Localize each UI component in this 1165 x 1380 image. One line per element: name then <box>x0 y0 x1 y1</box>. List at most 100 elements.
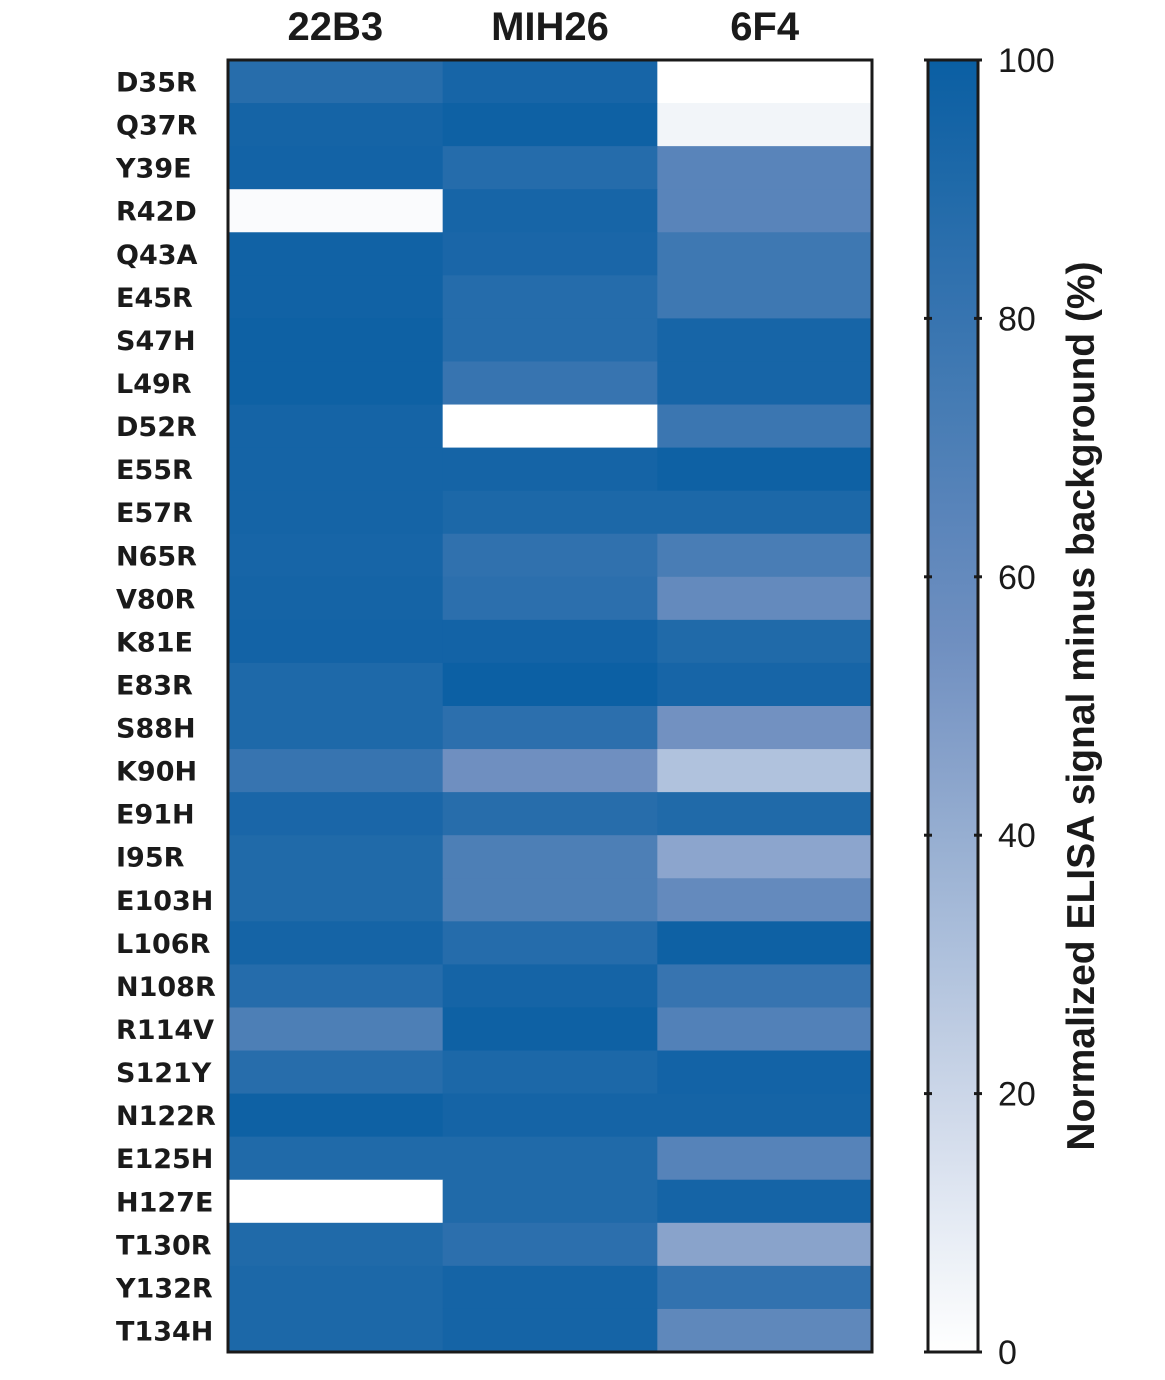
heatmap-cell <box>657 60 873 104</box>
row-label: S47H <box>116 326 196 357</box>
heatmap-cell <box>442 662 658 707</box>
heatmap-cell <box>442 1308 658 1353</box>
column-label: 22B3 <box>288 5 384 49</box>
row-label: D52R <box>116 412 197 443</box>
heatmap-cell <box>657 404 873 449</box>
heatmap-cell <box>442 749 658 793</box>
heatmap-cell <box>228 878 444 922</box>
row-label: E45R <box>116 283 193 314</box>
row-label: E125H <box>116 1144 213 1175</box>
row-label: N108R <box>116 972 216 1003</box>
row-label: Q43A <box>116 240 198 271</box>
heatmap-cell <box>657 835 873 879</box>
heatmap-cell <box>228 1222 444 1267</box>
heatmap-cell <box>657 1136 873 1181</box>
heatmap-cell <box>657 1007 873 1052</box>
heatmap-cell <box>442 318 658 362</box>
heatmap-cell <box>228 232 444 276</box>
heatmap-cell <box>657 146 873 190</box>
row-label: S121Y <box>116 1058 212 1089</box>
heatmap-cell <box>228 576 444 621</box>
heatmap-cell <box>442 1179 658 1224</box>
row-label: N122R <box>116 1101 216 1132</box>
heatmap-cell <box>228 619 444 664</box>
heatmap-cell <box>657 878 873 922</box>
heatmap-cell <box>657 318 873 362</box>
heatmap-cell <box>442 533 658 578</box>
heatmap-cell <box>442 490 658 535</box>
heatmap-cell <box>442 103 658 147</box>
heatmap-cell <box>228 1308 444 1353</box>
colorbar-tick-label: 40 <box>998 817 1036 855</box>
heatmap-cell <box>442 275 658 319</box>
row-label: L49R <box>116 369 192 400</box>
heatmap-cell <box>657 921 873 965</box>
colorbar-ticks: 0 20 40 60 80 100 <box>924 42 1055 1372</box>
heatmap-cell <box>657 1265 873 1310</box>
heatmap-cell <box>442 404 658 449</box>
heatmap-cell <box>442 361 658 406</box>
row-label: H127E <box>116 1187 213 1218</box>
heatmap-cell <box>228 189 444 233</box>
heatmap-cell <box>228 404 444 449</box>
heatmap-cell <box>657 275 873 319</box>
row-label: V80R <box>116 584 195 615</box>
row-label: E55R <box>116 455 193 486</box>
row-label: S88H <box>116 714 196 745</box>
heatmap-cell <box>442 189 658 233</box>
heatmap-cell <box>442 1265 658 1310</box>
heatmap-cell <box>228 964 444 1008</box>
heatmap-cell <box>228 103 444 147</box>
row-label: T134H <box>116 1316 213 1347</box>
row-label: K90H <box>116 757 197 788</box>
row-label: R114V <box>116 1015 214 1046</box>
heatmap-cell <box>442 146 658 190</box>
column-label: 6F4 <box>730 5 800 49</box>
colorbar-tick-label: 20 <box>998 1076 1036 1114</box>
heatmap-cell <box>228 533 444 578</box>
row-label: E83R <box>116 670 193 701</box>
heatmap-cell <box>657 749 873 793</box>
row-label: L106R <box>116 929 211 960</box>
row-label: N65R <box>116 541 197 572</box>
heatmap-cell <box>442 1136 658 1181</box>
heatmap-cell <box>657 103 873 147</box>
heatmap-cell <box>442 1050 658 1095</box>
heatmap-cell <box>442 576 658 621</box>
heatmap-cell <box>657 447 873 492</box>
heatmap-cell <box>442 792 658 836</box>
heatmap-cell <box>442 1222 658 1267</box>
heatmap-cell <box>228 318 444 362</box>
row-label: Y132R <box>115 1273 213 1304</box>
heatmap-cell <box>657 361 873 406</box>
heatmap-cell <box>228 662 444 707</box>
row-label: Q37R <box>116 111 198 142</box>
row-label: E57R <box>116 498 193 529</box>
row-label: E91H <box>116 800 195 831</box>
row-label: Y39E <box>115 154 192 185</box>
row-label: R42D <box>116 197 197 228</box>
colorbar-tick-label: 100 <box>998 42 1055 80</box>
heatmap-cell <box>228 1050 444 1095</box>
row-labels: D35R Q37R Y39E R42D Q43A E45R S47H L49R D52R E55R… <box>115 68 216 1348</box>
heatmap-cell <box>228 146 444 190</box>
heatmap-cell <box>228 706 444 750</box>
heatmap-cell <box>657 1308 873 1353</box>
heatmap-cell <box>228 1093 444 1138</box>
heatmap-cell <box>228 1136 444 1181</box>
row-label: K81E <box>116 627 193 658</box>
heatmap-cell <box>442 447 658 492</box>
column-label: MIH26 <box>491 5 609 49</box>
heatmap-cell <box>228 835 444 879</box>
heatmap-cell <box>442 921 658 965</box>
heatmap-cell <box>657 576 873 621</box>
heatmap-cell <box>657 1222 873 1267</box>
heatmap-cell <box>442 1007 658 1052</box>
heatmap-cell <box>657 1050 873 1095</box>
heatmap-cell <box>657 1093 873 1138</box>
heatmap-cell <box>442 878 658 922</box>
colorbar-tick-label: 60 <box>998 559 1036 597</box>
heatmap-cell <box>442 619 658 664</box>
heatmap-cell <box>657 706 873 750</box>
